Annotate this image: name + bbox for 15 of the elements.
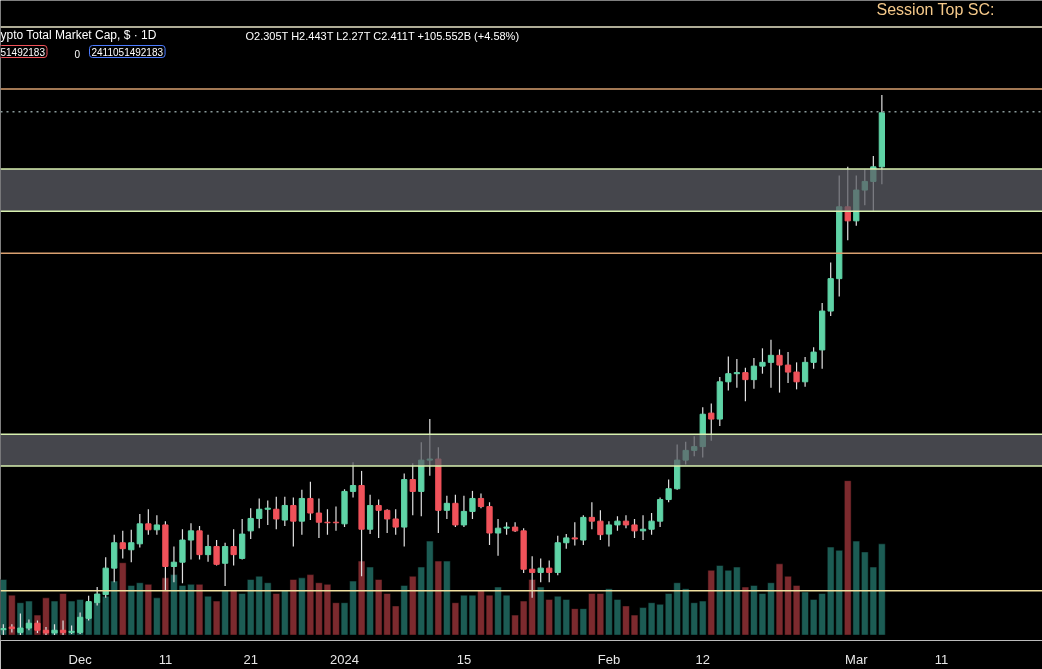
x-tick-label: 2024 xyxy=(330,651,359,667)
chart-title: ypto Total Market Cap, $ · 1D xyxy=(0,27,157,42)
x-tick-label: Dec xyxy=(68,651,93,667)
x-tick-label: Feb xyxy=(597,651,621,667)
text: 0 xyxy=(74,48,81,60)
x-tick-label: 12 xyxy=(695,651,710,667)
x-tick-label: 15 xyxy=(456,651,472,667)
x-tick-label: Mar xyxy=(845,651,869,667)
text: 51492183 xyxy=(0,46,46,58)
text: Session Top SC: xyxy=(876,0,995,18)
x-tick-label: 11 xyxy=(158,651,173,667)
text: O2.305T H2.443T L2.27T C2.411T +105.552B (+4.58%) xyxy=(245,29,520,42)
x-tick-label: 21 xyxy=(243,651,258,667)
text: 2411051492183 xyxy=(91,46,164,58)
x-tick-label: 11 xyxy=(934,651,949,667)
